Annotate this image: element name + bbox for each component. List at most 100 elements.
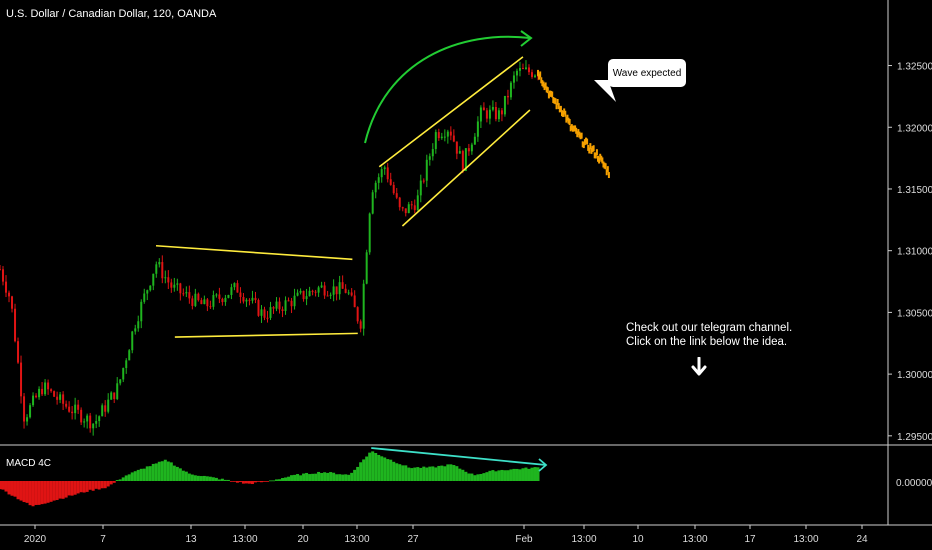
macd-bar bbox=[163, 459, 167, 481]
macd-bar bbox=[419, 467, 423, 481]
macd-bar bbox=[82, 481, 86, 493]
candle-body bbox=[191, 298, 194, 306]
macd-bar bbox=[449, 464, 453, 481]
macd-bar bbox=[202, 475, 206, 481]
macd-bar bbox=[398, 464, 402, 481]
projection-bar bbox=[598, 157, 601, 164]
projection-bar bbox=[590, 147, 593, 154]
macd-bar bbox=[109, 481, 113, 485]
macd-bar bbox=[244, 481, 248, 484]
macd-bar bbox=[476, 474, 480, 481]
candle-body bbox=[236, 283, 239, 293]
macd-bar bbox=[392, 461, 396, 481]
projection-bar bbox=[545, 86, 548, 93]
projection-bar bbox=[571, 125, 574, 132]
macd-bar bbox=[238, 481, 242, 483]
trendline bbox=[378, 56, 524, 168]
candle-body bbox=[380, 169, 383, 178]
candle-body bbox=[122, 368, 125, 380]
candle-body bbox=[137, 321, 140, 329]
macd-bar bbox=[404, 465, 408, 481]
candle-body bbox=[227, 294, 230, 298]
macd-bar bbox=[1, 481, 5, 490]
macd-bar bbox=[308, 474, 312, 481]
projection-bar bbox=[604, 163, 607, 170]
candle-body bbox=[92, 423, 95, 429]
macd-bar bbox=[193, 475, 197, 481]
time-tick-label: 13:00 bbox=[232, 534, 257, 545]
macd-bar bbox=[443, 466, 447, 481]
candle-body bbox=[251, 297, 254, 301]
price-tick-label: 1.29500 bbox=[897, 432, 932, 443]
candle-body bbox=[392, 184, 395, 194]
macd-bar bbox=[34, 481, 38, 505]
candle-body bbox=[422, 180, 425, 182]
macd-bar bbox=[49, 481, 53, 502]
macd-bar bbox=[467, 473, 471, 481]
macd-bar bbox=[356, 466, 360, 481]
time-tick-label: 13:00 bbox=[571, 534, 596, 545]
time-axis: 2020 7 13 13:00 20 13:00 27 Feb 13:00 10 13:00 17 13… bbox=[24, 525, 868, 545]
macd-bar bbox=[121, 477, 125, 481]
candle-body bbox=[269, 307, 272, 318]
projection-bar bbox=[593, 152, 596, 159]
macd-bar bbox=[190, 474, 194, 481]
candle-body bbox=[416, 195, 419, 211]
candle-body bbox=[446, 131, 449, 137]
candle-body bbox=[485, 110, 488, 119]
price-tick-label: 1.32000 bbox=[897, 123, 932, 134]
macd-bar bbox=[16, 481, 20, 500]
projection-bar bbox=[592, 145, 595, 152]
macd-bar bbox=[344, 474, 348, 481]
time-tick-label: 10 bbox=[632, 534, 644, 545]
candle-body bbox=[395, 193, 398, 198]
candle-body bbox=[353, 295, 356, 308]
candle-body bbox=[11, 296, 14, 309]
time-tick-label: 27 bbox=[407, 534, 419, 545]
macd-bar bbox=[70, 481, 74, 496]
candle-body bbox=[329, 294, 332, 296]
projection-bar bbox=[565, 116, 568, 123]
candle-body bbox=[299, 290, 302, 293]
macd-label: MACD 4C bbox=[6, 458, 52, 469]
candle-body bbox=[5, 281, 8, 293]
macd-bar bbox=[323, 472, 327, 481]
macd-bar bbox=[488, 470, 492, 481]
candle-body bbox=[458, 151, 461, 154]
macd-bar bbox=[91, 481, 95, 491]
macd-bar bbox=[250, 481, 254, 485]
candle-body bbox=[500, 110, 503, 115]
macd-bar bbox=[452, 465, 456, 481]
price-tick-label: 1.30000 bbox=[897, 370, 932, 381]
candle-body bbox=[470, 144, 473, 152]
candle-body bbox=[206, 299, 209, 307]
candle-body bbox=[131, 331, 134, 351]
candle-body bbox=[248, 299, 251, 301]
candle-body bbox=[440, 136, 443, 139]
macd-bar bbox=[416, 467, 420, 481]
macd-bar bbox=[410, 468, 414, 481]
candle-body bbox=[20, 362, 23, 397]
candle-body bbox=[494, 107, 497, 120]
candle-body bbox=[383, 167, 386, 170]
projection-bar bbox=[597, 155, 599, 162]
macd-bar bbox=[374, 453, 378, 481]
candle-body bbox=[245, 299, 248, 302]
candle-body bbox=[533, 75, 536, 77]
candle-body bbox=[146, 290, 149, 294]
candle-body bbox=[398, 197, 401, 208]
candle-body bbox=[164, 277, 167, 279]
macd-bar bbox=[425, 467, 429, 481]
macd-bar bbox=[208, 476, 212, 481]
trendline bbox=[155, 244, 353, 261]
candle-body bbox=[233, 283, 236, 288]
candle-body bbox=[77, 404, 80, 410]
macd-bar bbox=[205, 476, 209, 481]
telegram-note: Check out our telegram channel. Click on… bbox=[626, 321, 792, 349]
candle-body bbox=[14, 308, 17, 342]
candle-body bbox=[221, 298, 224, 303]
macd-bar bbox=[262, 481, 266, 482]
candle-body bbox=[497, 110, 500, 120]
time-tick-label: 13:00 bbox=[682, 534, 707, 545]
